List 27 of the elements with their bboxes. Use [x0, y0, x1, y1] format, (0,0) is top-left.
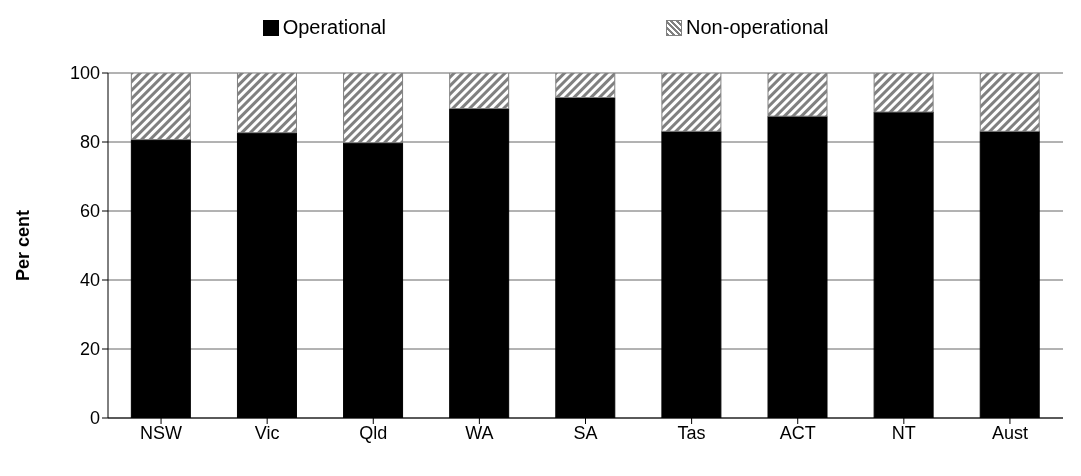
bar [873, 73, 934, 113]
y-tick-label: 100 [69, 63, 100, 84]
x-tick-label: Tas [677, 422, 706, 443]
bar [979, 73, 1040, 132]
bar [767, 73, 828, 117]
x-tick-label: WA [465, 422, 494, 443]
x-tick-label: NSW [140, 422, 183, 443]
x-tick-label: Qld [359, 422, 388, 443]
bar [236, 73, 297, 134]
x-tick-label: NT [891, 422, 916, 443]
y-tick-label: 20 [79, 339, 100, 360]
bar [661, 73, 722, 132]
x-tick-label: Aust [991, 422, 1028, 443]
legend-label: Operational [282, 16, 387, 39]
bar [449, 73, 510, 110]
y-axis-title: Per cent [13, 209, 34, 282]
y-tick-label: 80 [79, 132, 100, 153]
bar [130, 73, 191, 141]
bar [343, 73, 404, 144]
legend-label: Non-operational [686, 16, 829, 39]
y-tick-label: 0 [89, 408, 100, 429]
y-tick-label: 60 [79, 201, 100, 222]
x-tick-label: Vic [254, 422, 280, 443]
x-tick-label: ACT [779, 422, 816, 443]
y-tick-label: 40 [79, 270, 100, 291]
bar [555, 73, 616, 98]
x-tick-label: SA [573, 422, 598, 443]
